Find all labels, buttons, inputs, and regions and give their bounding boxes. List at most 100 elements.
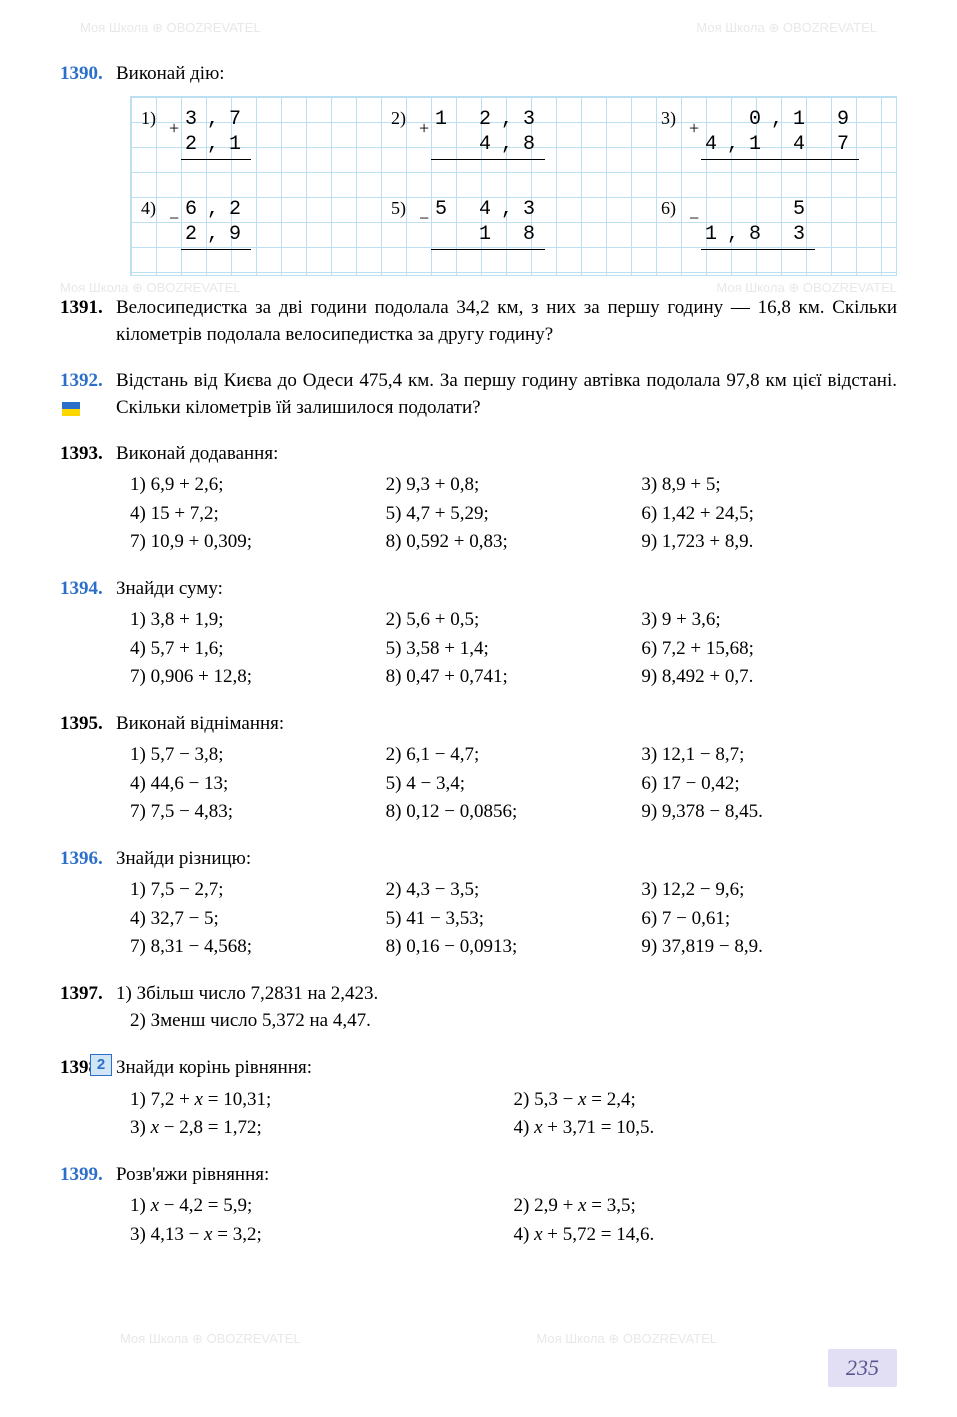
calc-line <box>181 159 251 160</box>
calc-1: 1) + 3,7 2,1 <box>171 107 251 160</box>
exercise-1398: 2 1398. Знайди корінь рівняння: 1) 7,2 +… <box>60 1054 897 1143</box>
col2: 2) 9,3 + 0,8; 5) 4,7 + 5,29; 8) 0,592 + … <box>386 471 642 557</box>
exercise-line: 2) Зменш число 5,372 на 4,47. <box>130 1007 897 1036</box>
exercise-text: Відстань від Києва до Одеси 475,4 км. За… <box>116 367 897 422</box>
exercise-1392: 1392. Відстань від Києва до Одеси 475,4 … <box>60 367 897 422</box>
problem-item: 1) 7,5 − 2,7; <box>130 876 386 905</box>
col2: 2) 5,3 − x = 2,4; 4) x + 3,71 = 10,5. <box>514 1086 898 1143</box>
problem-item: 2) 6,1 − 4,7; <box>386 741 642 770</box>
page-number: 235 <box>828 1349 897 1387</box>
calc-6: 6) − 5 1,8 3 <box>691 197 815 250</box>
problem-item: 2) 5,6 + 0,5; <box>386 606 642 635</box>
problem-item: 1) x − 4,2 = 5,9; <box>130 1192 514 1221</box>
problem-item: 1) 3,8 + 1,9; <box>130 606 386 635</box>
col2: 2) 6,1 − 4,7; 5) 4 − 3,4; 8) 0,12 − 0,08… <box>386 741 642 827</box>
problem-item: 1) 7,2 + x = 10,31; <box>130 1086 514 1115</box>
col3: 3) 9 + 3,6; 6) 7,2 + 15,68; 9) 8,492 + 0… <box>641 606 897 692</box>
problem-item: 1) 5,7 − 3,8; <box>130 741 386 770</box>
exercise-1399: 1399. Розв'яжи рівняння: 1) x − 4,2 = 5,… <box>60 1161 897 1250</box>
calc-label: 2) <box>391 107 406 130</box>
problem-item: 2) 2,9 + x = 3,5; <box>514 1192 898 1221</box>
exercise-1396: 1396. Знайди різницю: 1) 7,5 − 2,7; 4) 3… <box>60 845 897 962</box>
problem-item: 3) 9 + 3,6; <box>641 606 897 635</box>
exercise-number: 1399. <box>60 1161 116 1189</box>
exercise-title: Знайди корінь рівняння: <box>116 1054 897 1082</box>
calc-5: 5) − 5 4,3 1 8 <box>421 197 545 250</box>
problem-item: 6) 7,2 + 15,68; <box>641 635 897 664</box>
exercise-line: 1) Збільш число 7,2831 на 2,423. <box>116 980 897 1008</box>
calc-row: 0,1 9 <box>705 107 859 132</box>
problem-item: 4) 15 + 7,2; <box>130 500 386 529</box>
calc-row: 1 2,3 <box>435 107 545 132</box>
problem-item: 7) 10,9 + 0,309; <box>130 528 386 557</box>
calc-sign: − <box>419 207 429 230</box>
exercise-1395: 1395. Виконай віднімання: 1) 5,7 − 3,8; … <box>60 710 897 827</box>
problem-item: 4) x + 3,71 = 10,5. <box>514 1114 898 1143</box>
problem-item: 4) 32,7 − 5; <box>130 905 386 934</box>
calc-sign: + <box>419 117 429 140</box>
calc-row: 5 4,3 <box>435 197 545 222</box>
exercise-1390: 1390. Виконай дію: 1) + 3,7 2,1 2) + 1 2… <box>60 60 897 276</box>
exercise-title: Виконай дію: <box>116 60 897 88</box>
col1: 1) 7,2 + x = 10,31; 3) x − 2,8 = 1,72; <box>130 1086 514 1143</box>
problem-item: 3) 12,1 − 8,7; <box>641 741 897 770</box>
problem-columns: 1) x − 4,2 = 5,9; 3) 4,13 − x = 3,2; 2) … <box>60 1192 897 1249</box>
calc-row: 4,8 <box>435 132 545 157</box>
exercise-1393: 1393. Виконай додавання: 1) 6,9 + 2,6; 4… <box>60 440 897 557</box>
problem-item: 6) 1,42 + 24,5; <box>641 500 897 529</box>
calc-label: 1) <box>141 107 156 130</box>
problem-item: 3) 4,13 − x = 3,2; <box>130 1221 514 1250</box>
col3: 3) 12,2 − 9,6; 6) 7 − 0,61; 9) 37,819 − … <box>641 876 897 962</box>
calc-row: 6,2 <box>185 197 251 222</box>
exercise-number: 1396. <box>60 845 116 873</box>
problem-item: 4) x + 5,72 = 14,6. <box>514 1221 898 1250</box>
problem-columns: 1) 6,9 + 2,6; 4) 15 + 7,2; 7) 10,9 + 0,3… <box>60 471 897 557</box>
problem-columns: 1) 7,2 + x = 10,31; 3) x − 2,8 = 1,72; 2… <box>60 1086 897 1143</box>
calc-4: 4) − 6,2 2,9 <box>171 197 251 250</box>
problem-item: 5) 4,7 + 5,29; <box>386 500 642 529</box>
col1: 1) 3,8 + 1,9; 4) 5,7 + 1,6; 7) 0,906 + 1… <box>130 606 386 692</box>
watermark: Моя Школа ⊕ OBOZREVATEL <box>120 1331 301 1347</box>
calc-row: 1,8 3 <box>705 222 815 247</box>
exercise-title: Виконай віднімання: <box>116 710 897 738</box>
exercise-number: 1391. <box>60 294 116 322</box>
calc-sign: + <box>169 117 179 140</box>
problem-item: 5) 41 − 3,53; <box>386 905 642 934</box>
col3: 3) 12,1 − 8,7; 6) 17 − 0,42; 9) 9,378 − … <box>641 741 897 827</box>
exercise-number: 1394. <box>60 575 116 603</box>
calc-line <box>181 249 251 250</box>
ukraine-flag-icon <box>62 402 80 416</box>
col2: 2) 2,9 + x = 3,5; 4) x + 5,72 = 14,6. <box>514 1192 898 1249</box>
col3: 3) 8,9 + 5; 6) 1,42 + 24,5; 9) 1,723 + 8… <box>641 471 897 557</box>
calc-line <box>431 159 545 160</box>
problem-item: 8) 0,12 − 0,0856; <box>386 798 642 827</box>
exercise-title: Знайди суму: <box>116 575 897 603</box>
problem-columns: 1) 3,8 + 1,9; 4) 5,7 + 1,6; 7) 0,906 + 1… <box>60 606 897 692</box>
problem-item: 7) 0,906 + 12,8; <box>130 663 386 692</box>
problem-item: 7) 7,5 − 4,83; <box>130 798 386 827</box>
calc-row: 1 8 <box>435 222 545 247</box>
problem-item: 6) 7 − 0,61; <box>641 905 897 934</box>
watermark: Моя Школа ⊕ OBOZREVATEL <box>80 20 261 36</box>
level-badge: 2 <box>90 1054 112 1076</box>
problem-item: 4) 5,7 + 1,6; <box>130 635 386 664</box>
exercise-number-text: 1392. <box>60 370 103 391</box>
col2: 2) 5,6 + 0,5; 5) 3,58 + 1,4; 8) 0,47 + 0… <box>386 606 642 692</box>
problem-item: 8) 0,592 + 0,83; <box>386 528 642 557</box>
problem-item: 4) 44,6 − 13; <box>130 770 386 799</box>
exercise-number: 1395. <box>60 710 116 738</box>
calc-label: 3) <box>661 107 676 130</box>
calc-row: 4,1 4 7 <box>705 132 859 157</box>
calc-2: 2) + 1 2,3 4,8 <box>421 107 545 160</box>
calc-label: 6) <box>661 197 676 220</box>
problem-item: 1) 6,9 + 2,6; <box>130 471 386 500</box>
calc-label: 4) <box>141 197 156 220</box>
exercise-title: Знайди різницю: <box>116 845 897 873</box>
problem-item: 9) 1,723 + 8,9. <box>641 528 897 557</box>
calc-sign: + <box>689 117 699 140</box>
exercise-title: Розв'яжи рівняння: <box>116 1161 897 1189</box>
problem-item: 8) 0,16 − 0,0913; <box>386 933 642 962</box>
problem-item: 7) 8,31 − 4,568; <box>130 933 386 962</box>
calc-line <box>431 249 545 250</box>
col1: 1) x − 4,2 = 5,9; 3) 4,13 − x = 3,2; <box>130 1192 514 1249</box>
